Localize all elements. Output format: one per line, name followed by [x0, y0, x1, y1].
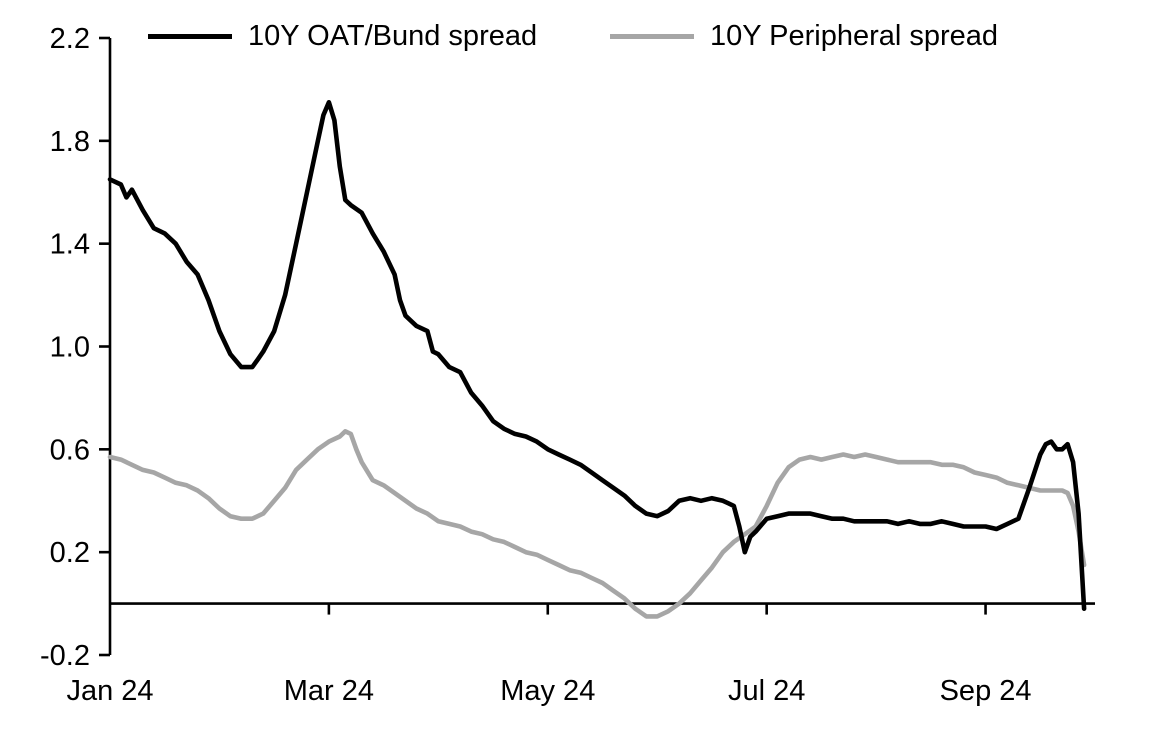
legend-line-swatch-gray	[610, 33, 694, 39]
y-tick-label: -0.2	[40, 640, 90, 672]
y-tick-label: 0.6	[50, 434, 90, 466]
series-line-peripheral-spread	[107, 428, 1087, 619]
legend-item-peripheral-spread: 10Y Peripheral spread	[610, 20, 998, 52]
y-tick-label: 1.8	[50, 126, 90, 158]
x-tick-label: Sep 24	[940, 675, 1032, 707]
legend-label-oat-bund-spread: 10Y OAT/Bund spread	[248, 20, 538, 52]
x-tick-label: May 24	[500, 675, 595, 707]
x-tick-label: Mar 24	[284, 675, 374, 707]
legend-line-swatch-black	[148, 33, 232, 39]
series-line-oat-bund-spread	[107, 100, 1087, 612]
y-tick-label: 2.2	[50, 23, 90, 55]
y-tick-label: 0.2	[50, 537, 90, 569]
y-tick-label: 1.4	[50, 229, 90, 261]
legend-label-peripheral-spread: 10Y Peripheral spread	[710, 20, 999, 52]
chart-legend: 10Y OAT/Bund spread 10Y Peripheral sprea…	[0, 0, 1152, 60]
legend-item-oat-bund-spread: 10Y OAT/Bund spread	[148, 20, 537, 52]
y-tick-label: 1.0	[50, 332, 90, 364]
x-tick-label: Jul 24	[728, 675, 805, 707]
x-tick-label: Jan 24	[66, 675, 153, 707]
